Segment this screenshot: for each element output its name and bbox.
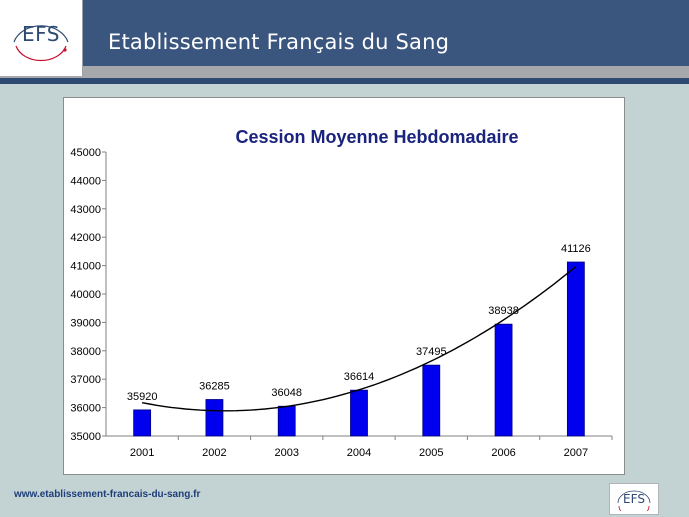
chart-panel: Cession Moyenne Hebdomadaire 35000 36000 3…	[63, 97, 625, 475]
x-tick-label: 2002	[202, 447, 226, 459]
bar-chart: Cession Moyenne Hebdomadaire 35000360003…	[70, 127, 613, 459]
y-tick-label: 44000	[70, 175, 101, 187]
x-tick-label: 2005	[419, 447, 443, 459]
data-label: 37495	[416, 346, 447, 358]
chart-axes: 35000 36000 37000 38000 39000 40000 41000 42000…	[70, 147, 613, 459]
bar-2005	[422, 364, 441, 437]
bar-2002	[205, 399, 224, 437]
logo-text: EFS	[22, 22, 60, 46]
bar-2001	[133, 409, 152, 437]
y-tick-label: 35000	[70, 431, 101, 443]
y-tick-label: 37000	[70, 374, 101, 386]
chart-data-labels: 35920 36285 36048 36614 37495 38938 41126	[127, 243, 591, 403]
trendline	[141, 266, 577, 412]
y-tick-label: 41000	[70, 261, 101, 273]
data-label: 41126	[561, 243, 591, 255]
y-tick-label: 39000	[70, 317, 101, 329]
x-tick-label: 2004	[347, 447, 371, 459]
y-tick-label: 38000	[70, 346, 101, 358]
x-tick-label: 2006	[491, 447, 515, 459]
footer-url[interactable]: www.etablissement-francais-du-sang.fr	[14, 489, 201, 500]
header-bar	[0, 0, 689, 66]
bar-2004	[350, 389, 368, 437]
page-title: Etablissement Français du Sang	[108, 30, 450, 54]
bar-2007	[566, 261, 585, 437]
footer-logo-arc-icon	[617, 490, 651, 511]
x-tick-label: 2001	[130, 447, 154, 459]
y-tick-label: 45000	[70, 147, 101, 159]
logo-arc-icon	[13, 25, 69, 62]
bar-2003	[277, 405, 296, 437]
data-label: 36285	[199, 381, 230, 393]
header-underline	[0, 78, 689, 84]
chart-title: Cession Moyenne Hebdomadaire	[235, 127, 518, 147]
chart-trendline	[141, 266, 577, 412]
y-tick-label: 40000	[70, 289, 101, 301]
x-tick-label: 2007	[564, 447, 588, 459]
chart-bars	[133, 261, 585, 437]
y-tick-label: 42000	[70, 232, 101, 244]
efs-logo: EFS	[0, 0, 83, 76]
y-tick-label: 36000	[70, 403, 101, 415]
y-tick-label: 43000	[70, 204, 101, 216]
header-gray-band	[0, 66, 689, 78]
x-tick-label: 2003	[274, 447, 298, 459]
data-label: 35920	[127, 391, 158, 403]
data-label: 36048	[271, 387, 302, 399]
data-label: 38938	[488, 305, 519, 317]
footer-efs-logo: EFS	[609, 483, 659, 515]
data-label: 36614	[344, 371, 375, 383]
bar-2006	[494, 323, 513, 437]
footer-logo-text: EFS	[623, 492, 645, 506]
